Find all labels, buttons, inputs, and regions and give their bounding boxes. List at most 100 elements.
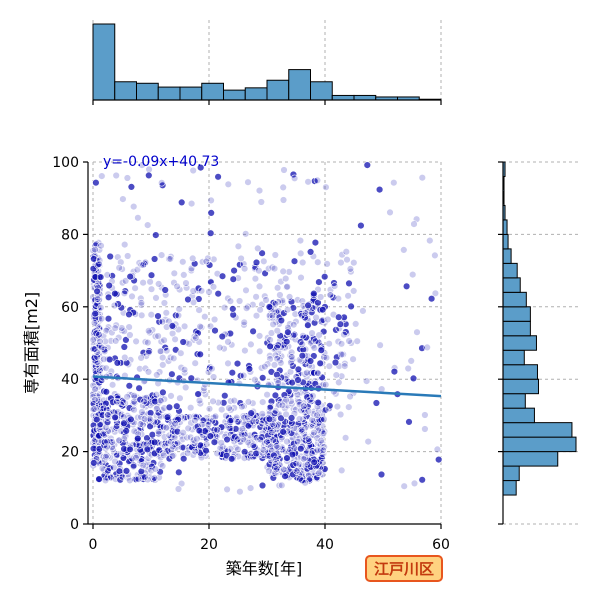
scatter-point — [261, 362, 269, 371]
scatter-point — [214, 173, 222, 181]
scatter-point — [268, 428, 276, 437]
scatter-point — [90, 319, 99, 327]
scatter-point — [278, 296, 286, 305]
scatter-point — [295, 415, 304, 423]
scatter-point — [345, 279, 353, 288]
scatter-point — [153, 371, 161, 379]
scatter-point — [168, 370, 176, 378]
scatter-point — [249, 441, 258, 449]
x-tick-label: 60 — [432, 537, 450, 553]
scatter-point — [266, 336, 274, 344]
scatter-point — [240, 413, 248, 422]
scatter-point — [157, 423, 165, 431]
scatter-point — [289, 331, 298, 340]
scatter-point — [115, 264, 123, 272]
scatter-point — [283, 437, 291, 446]
scatter-point — [282, 396, 290, 404]
scatter-point — [89, 381, 97, 390]
scatter-point — [148, 431, 157, 439]
scatter-point — [177, 349, 185, 357]
top-hist-bar — [223, 89, 246, 101]
top-hist-bar — [201, 82, 224, 101]
scatter-point — [206, 322, 215, 330]
scatter-point — [176, 394, 184, 402]
scatter-point — [233, 359, 242, 368]
scatter-point — [106, 252, 114, 261]
scatter-point — [218, 405, 226, 414]
scatter-point — [154, 312, 162, 320]
x-tick-label: 0 — [89, 537, 98, 553]
scatter-point — [297, 273, 305, 282]
scatter-point — [353, 337, 361, 345]
scatter-point — [175, 468, 183, 476]
scatter-point — [93, 415, 101, 424]
scatter-point — [304, 407, 313, 415]
scatter-point — [273, 465, 281, 473]
scatter-point — [421, 411, 429, 419]
scatter-point — [431, 289, 440, 297]
scatter-point — [98, 172, 106, 180]
scatter-point — [268, 311, 277, 320]
scatter-point — [265, 415, 274, 423]
scatter-point — [220, 399, 228, 407]
scatter-point — [255, 332, 264, 340]
scatter-point — [226, 297, 235, 305]
scatter-point — [105, 355, 114, 364]
scatter-point — [386, 208, 394, 217]
scatter-point — [184, 424, 192, 433]
scatter-point — [126, 331, 134, 339]
scatter-point — [130, 202, 138, 211]
scatter-point — [156, 347, 165, 355]
scatter-point — [251, 265, 259, 273]
scatter-point — [102, 327, 111, 335]
scatter-point — [107, 367, 116, 375]
scatter-point — [240, 454, 249, 462]
scatter-point — [144, 368, 153, 376]
scatter-point — [201, 390, 210, 399]
scatter-point — [337, 350, 346, 359]
scatter-point — [217, 423, 226, 431]
scatter-point — [346, 265, 355, 273]
scatter-point — [241, 346, 249, 355]
scatter-point — [237, 254, 245, 263]
scatter-point — [290, 257, 299, 265]
top-hist-bar — [136, 82, 159, 101]
scatter-point — [301, 479, 309, 487]
right-hist-bar — [502, 219, 508, 235]
scatter-point — [159, 353, 167, 362]
regression-line — [92, 375, 442, 398]
scatter-point — [210, 315, 219, 324]
scatter-point — [195, 396, 204, 405]
scatter-point — [130, 406, 138, 414]
scatter-point — [390, 179, 398, 187]
scatter-point — [150, 438, 159, 446]
scatter-point — [210, 438, 219, 446]
scatter-point — [198, 258, 207, 266]
scatter-point — [269, 320, 277, 328]
scatter-point — [234, 242, 243, 251]
scatter-point — [277, 414, 285, 422]
scatter-point — [292, 459, 300, 468]
scatter-point — [197, 163, 205, 172]
scatter-point — [310, 289, 318, 298]
scatter-point — [300, 402, 308, 410]
scatter-point — [236, 488, 244, 496]
scatter-point — [263, 437, 271, 446]
scatter-point — [345, 403, 353, 411]
scatter-point — [173, 402, 181, 410]
scatter-point — [145, 171, 153, 180]
scatter-point — [207, 209, 215, 217]
scatter-point — [375, 185, 384, 194]
scatter-point — [97, 242, 105, 250]
scatter-point — [151, 332, 160, 341]
top-hist-bar — [331, 94, 355, 101]
scatter-point — [279, 196, 288, 204]
scatter-point — [274, 341, 282, 349]
ward-badge: 江戸川区 — [365, 555, 443, 582]
scatter-point — [317, 415, 325, 424]
scatter-point — [193, 435, 201, 443]
scatter-point — [165, 403, 174, 411]
scatter-point — [113, 398, 121, 406]
scatter-point — [249, 327, 257, 335]
